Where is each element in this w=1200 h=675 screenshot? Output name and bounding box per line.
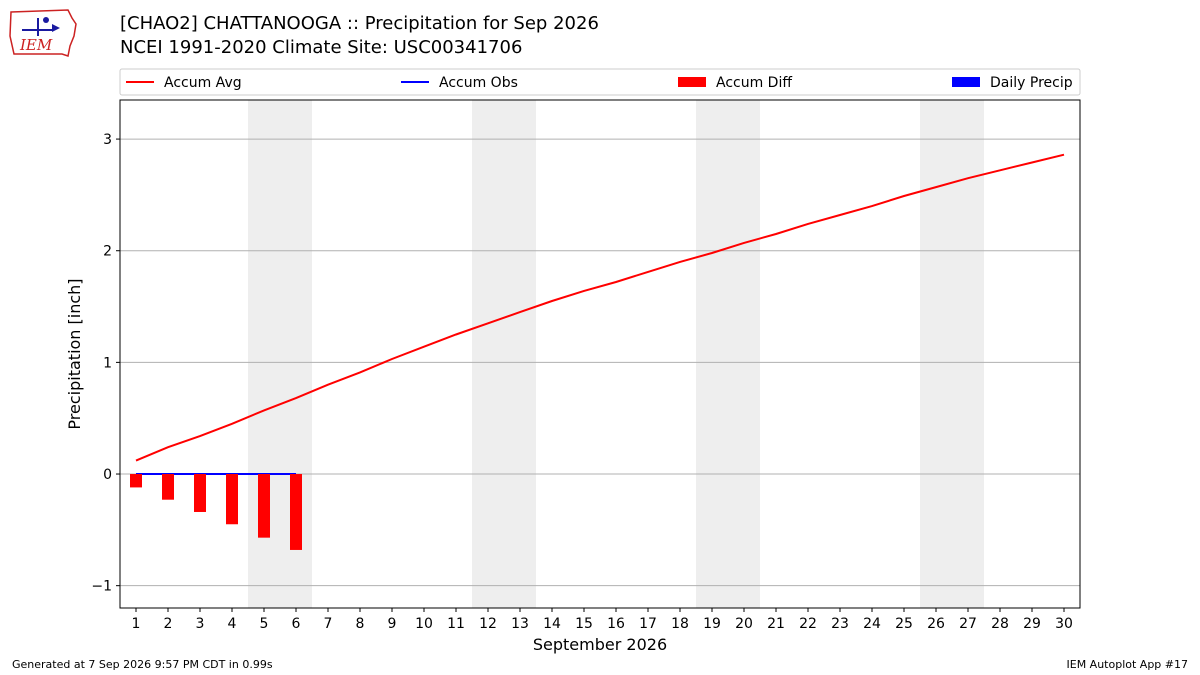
app-label: IEM Autoplot App #17 [1066, 658, 1189, 671]
x-tick-label: 29 [1023, 616, 1041, 632]
y-tick-label: 1 [103, 355, 112, 371]
x-tick-label: 9 [388, 616, 397, 632]
x-tick-label: 15 [575, 616, 593, 632]
legend-entry-label: Accum Obs [439, 75, 518, 91]
legend-entry-label: Daily Precip [990, 75, 1073, 91]
x-tick-label: 2 [164, 616, 173, 632]
legend-swatch [678, 77, 706, 87]
x-tick-label: 24 [863, 616, 881, 632]
x-tick-label: 5 [260, 616, 269, 632]
y-tick-label: −1 [91, 579, 112, 595]
x-tick-label: 1 [132, 616, 141, 632]
legend-entry-label: Accum Diff [716, 75, 792, 91]
x-tick-label: 28 [991, 616, 1009, 632]
legend-box [119, 68, 1081, 96]
legend-entry-label: Accum Avg [164, 75, 242, 91]
x-tick-label: 25 [895, 616, 913, 632]
x-tick-label: 8 [356, 616, 365, 632]
x-tick-label: 23 [831, 616, 849, 632]
weekend-shade [696, 100, 760, 608]
x-tick-label: 21 [767, 616, 785, 632]
x-tick-label: 19 [703, 616, 721, 632]
y-tick-label: 3 [103, 132, 112, 148]
weekend-shade [248, 100, 312, 608]
weekend-shade [472, 100, 536, 608]
x-tick-label: 14 [543, 616, 561, 632]
x-tick-label: 11 [447, 616, 465, 632]
iowa-outline-shape [9, 9, 77, 57]
x-tick-label: 30 [1055, 616, 1073, 632]
x-axis-label: September 2026 [533, 635, 667, 654]
iem-logo-text: IEM [19, 36, 53, 54]
legend-swatch [952, 77, 980, 87]
y-tick-label: 2 [103, 244, 112, 260]
accum-diff-bar [130, 474, 142, 488]
plot-frame [119, 99, 1081, 609]
x-tick-label: 27 [959, 616, 977, 632]
y-axis-label: Precipitation [inch] [65, 278, 84, 429]
accum-diff-bar [194, 474, 206, 512]
x-tick-label: 6 [292, 616, 301, 632]
x-tick-label: 10 [415, 616, 433, 632]
x-tick-label: 17 [639, 616, 657, 632]
iem-logo: IEM [9, 9, 77, 57]
x-tick-label: 18 [671, 616, 689, 632]
x-tick-label: 26 [927, 616, 945, 632]
x-tick-label: 22 [799, 616, 817, 632]
generated-timestamp: Generated at 7 Sep 2026 9:57 PM CDT in 0… [12, 658, 273, 671]
x-tick-label: 4 [228, 616, 237, 632]
weekend-shade [920, 100, 984, 608]
x-tick-label: 16 [607, 616, 625, 632]
y-tick-label: 0 [103, 467, 112, 483]
x-tick-label: 13 [511, 616, 529, 632]
accum-avg-line [135, 153, 1065, 462]
x-tick-label: 20 [735, 616, 753, 632]
chart-title: [CHAO2] CHATTANOOGA :: Precipitation for… [120, 13, 599, 34]
accum-diff-bar [290, 474, 302, 550]
x-tick-label: 12 [479, 616, 497, 632]
accum-diff-bar [258, 474, 270, 538]
chart-subtitle: NCEI 1991-2020 Climate Site: USC00341706 [120, 37, 523, 58]
x-tick-label: 3 [196, 616, 205, 632]
accum-diff-bar [226, 474, 238, 525]
accum-diff-bar [162, 474, 174, 500]
x-tick-label: 7 [324, 616, 333, 632]
